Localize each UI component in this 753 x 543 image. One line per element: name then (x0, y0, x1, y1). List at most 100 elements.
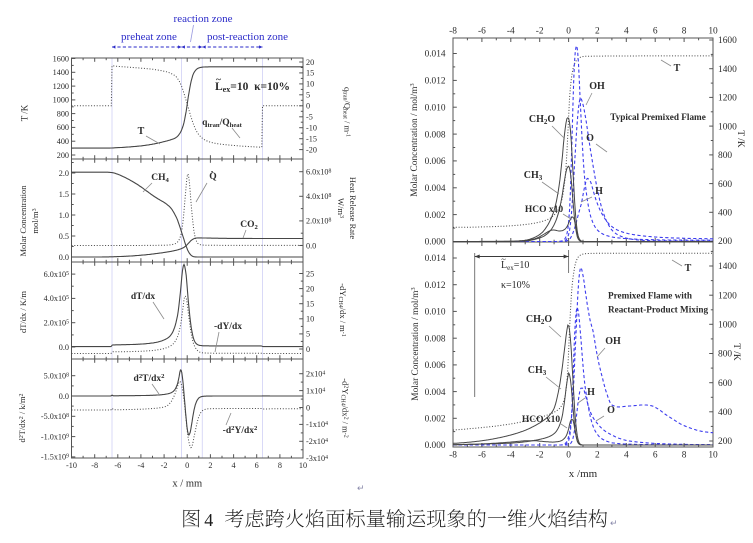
svg-text:O: O (586, 133, 594, 144)
svg-text:1600: 1600 (718, 36, 737, 46)
svg-text:400: 400 (718, 209, 732, 219)
svg-text:400: 400 (57, 137, 69, 146)
svg-text:OH: OH (589, 81, 605, 92)
svg-text:2x104: 2x104 (306, 370, 325, 379)
svg-text:-8: -8 (449, 27, 457, 37)
svg-text:0.002: 0.002 (425, 211, 446, 221)
svg-text:2.0: 2.0 (59, 169, 69, 178)
svg-text:1000: 1000 (53, 96, 69, 105)
svg-text:1000: 1000 (718, 122, 737, 132)
svg-text:0: 0 (566, 27, 571, 37)
svg-text:-2: -2 (536, 451, 544, 461)
svg-text:4: 4 (204, 510, 213, 530)
svg-text:↵: ↵ (610, 518, 618, 528)
svg-text:Q: Q (209, 172, 216, 182)
svg-text:800: 800 (57, 109, 69, 118)
svg-text:8: 8 (682, 27, 687, 37)
svg-text:-dYCH4/dx / m-1: -dYCH4/dx / m-1 (337, 283, 348, 337)
svg-text:4: 4 (624, 27, 629, 37)
svg-text:0: 0 (306, 345, 310, 354)
svg-text:0.006: 0.006 (425, 157, 446, 167)
svg-text:-2x104: -2x104 (306, 437, 328, 446)
svg-text:d2T/dx2 / k/m2: d2T/dx2 / k/m2 (17, 393, 27, 442)
svg-text:10: 10 (306, 315, 314, 324)
svg-text:-4: -4 (507, 451, 515, 461)
svg-text:0.012: 0.012 (425, 281, 446, 291)
svg-text:~: ~ (216, 76, 221, 86)
svg-text:-3x104: -3x104 (306, 454, 328, 463)
svg-text:25: 25 (306, 269, 314, 278)
svg-text:H: H (595, 186, 603, 197)
svg-text:1200: 1200 (718, 94, 737, 104)
svg-text:0.010: 0.010 (425, 103, 446, 113)
svg-text:OH: OH (605, 336, 621, 347)
svg-text:0.004: 0.004 (425, 184, 446, 194)
svg-text:0.010: 0.010 (425, 308, 446, 318)
svg-text:-5: -5 (306, 113, 313, 122)
svg-text:1600: 1600 (53, 54, 69, 63)
svg-text:Molar Concentration / mol/m3: Molar Concentration / mol/m3 (410, 287, 421, 401)
svg-text:1.0: 1.0 (59, 211, 69, 220)
svg-text:-10: -10 (306, 124, 317, 133)
svg-text:0.0: 0.0 (59, 253, 69, 262)
svg-text:CH2O: CH2O (529, 114, 556, 126)
svg-text:2.0x105: 2.0x105 (44, 319, 70, 328)
svg-text:Lex=10 κ=10%: Lex=10 κ=10% (215, 81, 290, 94)
svg-text:O: O (607, 405, 615, 416)
svg-text:0.008: 0.008 (425, 334, 446, 344)
svg-text:20: 20 (306, 284, 314, 293)
svg-text:x / mm: x / mm (172, 479, 202, 490)
svg-text:-1.5x109: -1.5x109 (41, 453, 69, 462)
svg-text:-d2YCH4/dx2 / m-2: -d2YCH4/dx2 / m-2 (339, 378, 350, 437)
svg-text:800: 800 (718, 151, 732, 161)
svg-text:.: . (211, 166, 213, 176)
svg-text:0.012: 0.012 (425, 77, 446, 87)
svg-text:1000: 1000 (718, 321, 737, 331)
svg-text:post-reaction zone: post-reaction zone (207, 31, 288, 43)
svg-text:Lex=10: Lex=10 (501, 260, 529, 272)
svg-text:10: 10 (306, 80, 314, 89)
svg-text:1400: 1400 (53, 68, 69, 77)
svg-text:-6: -6 (114, 461, 121, 470)
svg-text:10: 10 (708, 27, 718, 37)
svg-text:-6: -6 (478, 27, 486, 37)
svg-text:0.000: 0.000 (425, 441, 446, 451)
svg-text:CH4: CH4 (151, 173, 169, 184)
svg-text:600: 600 (718, 180, 732, 190)
svg-text:2: 2 (595, 27, 600, 37)
svg-text:-1x104: -1x104 (306, 420, 328, 429)
svg-text:T /K: T /K (731, 343, 741, 361)
svg-text:-4: -4 (137, 461, 144, 470)
svg-text:d2T/dx2: d2T/dx2 (134, 373, 166, 384)
svg-text:15: 15 (306, 300, 314, 309)
svg-text:1400: 1400 (718, 65, 737, 75)
svg-text:5: 5 (306, 330, 310, 339)
svg-text:600: 600 (57, 123, 69, 132)
svg-text:T /K: T /K (20, 104, 30, 121)
svg-text:0: 0 (185, 461, 189, 470)
svg-text:-10: -10 (66, 461, 77, 470)
svg-text:10: 10 (708, 451, 718, 461)
svg-text:0.004: 0.004 (425, 388, 446, 398)
svg-text:Molar Concentration / mol/m3: Molar Concentration / mol/m3 (409, 83, 420, 197)
svg-text:0.014: 0.014 (425, 50, 446, 60)
svg-text:qtran/Qheat: qtran/Qheat (202, 118, 242, 129)
svg-text:0: 0 (306, 102, 310, 111)
svg-text:0.0: 0.0 (59, 392, 69, 401)
svg-text:6: 6 (255, 461, 259, 470)
svg-text:-5.0x108: -5.0x108 (41, 412, 69, 421)
svg-text:x /mm: x /mm (569, 468, 598, 480)
svg-text:↵: ↵ (357, 483, 365, 493)
svg-text:1x104: 1x104 (306, 386, 325, 395)
svg-text:4: 4 (232, 461, 236, 470)
svg-text:2: 2 (595, 451, 600, 461)
svg-text:6: 6 (653, 451, 658, 461)
svg-text:H: H (587, 387, 595, 398)
svg-text:κ=10%: κ=10% (501, 280, 530, 291)
svg-text:T: T (674, 63, 681, 74)
svg-text:dT/dx: dT/dx (131, 292, 156, 302)
svg-text:Typical Premixed Flame: Typical Premixed Flame (610, 112, 706, 122)
svg-text:0.5: 0.5 (59, 232, 69, 241)
svg-text:Reactant-Product Mixing: Reactant-Product Mixing (608, 305, 709, 315)
svg-text:Molar Concentration: Molar Concentration (18, 185, 28, 257)
